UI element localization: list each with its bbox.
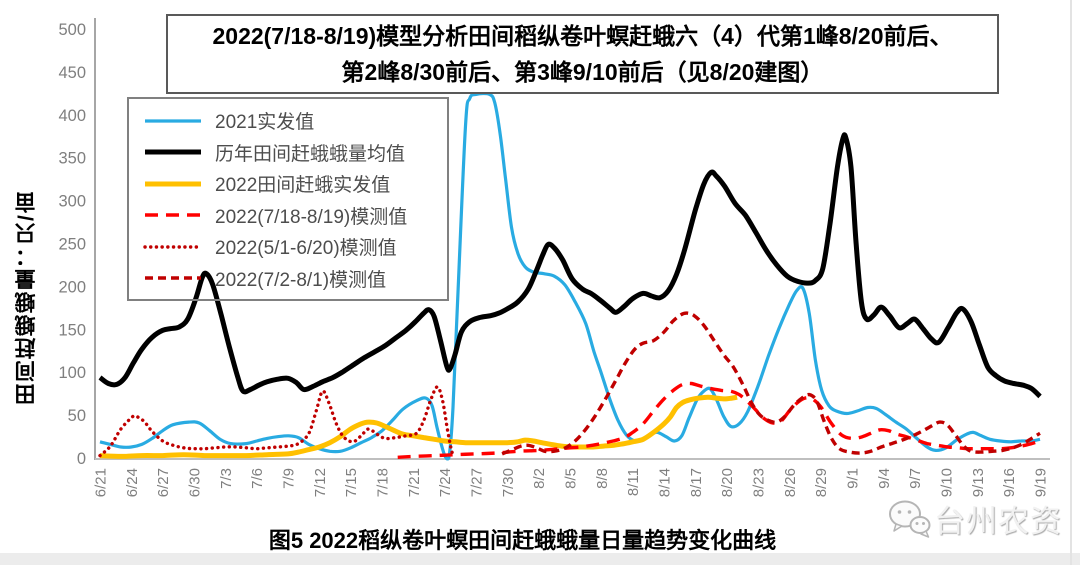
y-tick-label: 50	[68, 407, 86, 425]
x-tick-label: 8/5	[563, 468, 580, 489]
x-tick-label: 7/15	[343, 468, 360, 497]
x-tick-label: 8/11	[625, 468, 642, 496]
legend-item: 2022(5/1-6/20)模测值	[143, 231, 447, 263]
watermark: 台州农资	[886, 496, 1062, 541]
legend-label: 历年田间赶蛾蛾量均值	[215, 143, 406, 165]
legend-line-sample	[143, 245, 203, 249]
chart-annotation-box: 2022(7/18-8/19)模型分析田间稻纵卷叶螟赶蛾六（4）代第1峰8/20…	[166, 14, 999, 94]
x-tick-label: 9/1	[845, 468, 862, 489]
legend-line-sample	[145, 181, 201, 187]
y-axis-title: 田间赶蛾蛾量：只/亩	[15, 190, 38, 405]
x-tick-label: 7/30	[500, 468, 517, 497]
series-line-3	[397, 381, 1041, 459]
x-tick-label: 6/21	[93, 468, 110, 497]
legend-item: 2021实发值	[143, 105, 447, 137]
x-tick-label: 7/6	[249, 468, 266, 489]
legend: 2021实发值历年田间赶蛾蛾量均值 2022田间赶蛾实发值 2022(7/18-8/…	[127, 97, 449, 301]
legend-line-sample	[145, 213, 201, 217]
legend-item: 2022(7/2-8/1)模测值	[143, 263, 447, 295]
x-tick-label: 8/8	[594, 468, 611, 489]
x-tick-label: 8/29	[813, 468, 830, 497]
legend-label: 2022(7/18-8/19)模测值	[215, 206, 408, 228]
legend-item: 2022田间赶蛾实发值	[143, 168, 447, 200]
x-tick-label: 6/24	[124, 468, 141, 497]
x-tick-label: 6/27	[155, 468, 172, 497]
page-right-edge	[1070, 0, 1072, 565]
y-tick-label: 300	[58, 193, 86, 211]
legend-item: 2022(7/18-8/19)模测值	[143, 200, 447, 232]
y-tick-label: 150	[58, 321, 86, 339]
x-tick-label: 7/9	[281, 468, 298, 489]
x-tick-label: 9/13	[970, 468, 987, 497]
x-tick-label: 7/18	[375, 468, 392, 497]
annotation-line-1: 2022(7/18-8/19)模型分析田间稻纵卷叶螟赶蛾六（4）代第1峰8/20…	[212, 23, 953, 49]
x-tick-label: 8/26	[782, 468, 799, 497]
legend-label: 2022(7/2-8/1)模测值	[215, 269, 387, 291]
series-line-2	[99, 394, 738, 459]
legend-line-sample	[145, 276, 201, 280]
legend-label: 2021实发值	[215, 112, 315, 134]
series-line-5	[501, 311, 1041, 456]
legend-label: 2022田间赶蛾实发值	[215, 175, 391, 197]
annotation-line-2: 第2峰8/30前后、第3峰9/10前后（见8/20建图）	[341, 59, 824, 85]
legend-line-sample	[145, 149, 201, 155]
x-tick-label: 8/17	[688, 468, 705, 497]
x-tick-label: 8/14	[657, 468, 674, 497]
x-tick-label: 9/7	[907, 468, 924, 489]
x-tick-label: 7/21	[406, 468, 423, 497]
x-tick-label: 9/16	[1001, 468, 1018, 497]
x-tick-label: 7/3	[218, 468, 235, 489]
legend-item: 历年田间赶蛾蛾量均值	[143, 137, 447, 169]
legend-label: 2022(5/1-6/20)模测值	[215, 238, 397, 260]
x-tick-label: 7/12	[312, 468, 329, 497]
y-tick-label: 500	[58, 21, 86, 39]
y-tick-label: 250	[58, 236, 86, 254]
y-tick-label: 200	[58, 278, 86, 296]
wechat-icon	[889, 500, 931, 538]
series-line-1	[98, 132, 1042, 399]
y-tick-label: 400	[58, 107, 86, 125]
y-tick-label: 0	[77, 450, 86, 468]
x-tick-label: 9/10	[939, 468, 956, 497]
x-tick-label: 7/24	[437, 468, 454, 497]
x-tick-label: 9/4	[876, 468, 893, 489]
x-tick-label: 7/27	[469, 468, 486, 497]
x-tick-label: 8/23	[751, 468, 768, 497]
series-line-4	[98, 385, 457, 459]
x-tick-label: 9/19	[1033, 468, 1050, 497]
page-bottom-strip	[0, 553, 1080, 565]
series-line-0	[99, 91, 1041, 461]
y-tick-label: 350	[58, 150, 86, 168]
legend-line-sample	[145, 119, 201, 123]
x-tick-label: 8/20	[719, 468, 736, 497]
x-tick-label: 6/30	[187, 468, 204, 497]
watermark-text: 台州农资	[934, 504, 1062, 539]
y-tick-label: 450	[58, 64, 86, 82]
y-tick-label: 100	[58, 364, 86, 382]
x-tick-label: 8/2	[531, 468, 548, 489]
figure-caption: 图5 2022稻纵卷叶螟田间赶蛾蛾量日量趋势变化曲线	[268, 528, 777, 553]
